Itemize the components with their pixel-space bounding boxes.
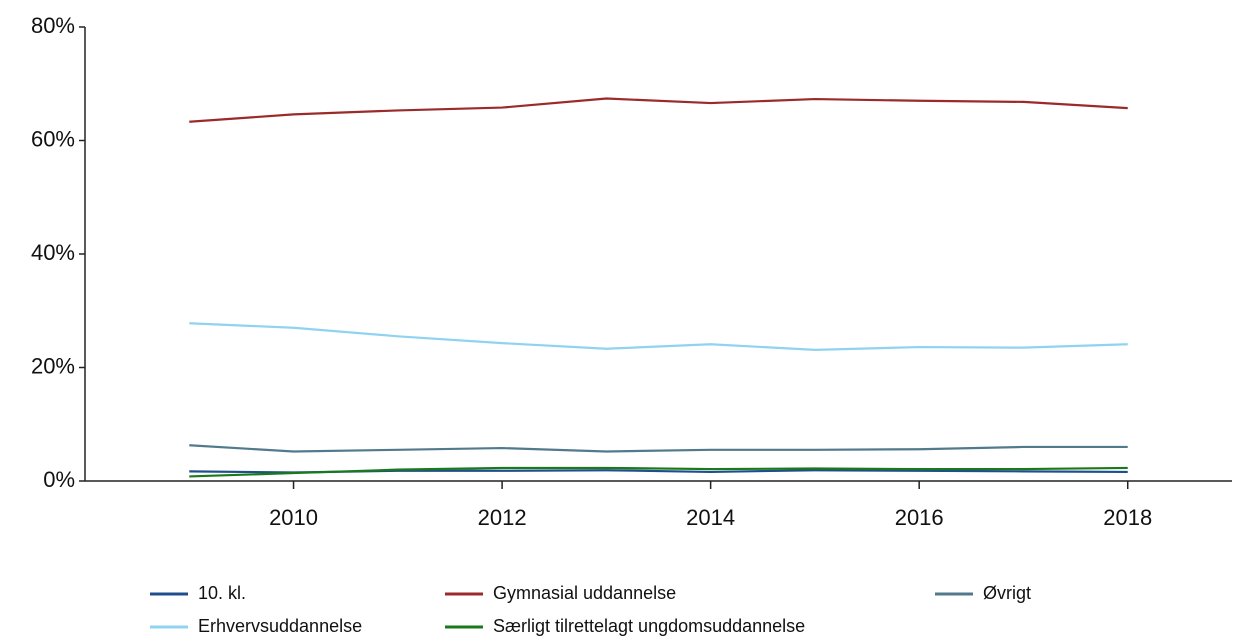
series-line [189,466,1128,478]
y-tick-label: 20% [31,353,75,378]
x-tick-label: 2012 [478,505,527,530]
x-tick-label: 2018 [1103,505,1152,530]
y-tick-label: 80% [31,13,75,38]
legend-label: Erhvervsuddannelse [198,616,362,636]
legend-label: 10. kl. [198,583,246,603]
y-tick-label: 60% [31,126,75,151]
series-line [189,444,1128,453]
legend-label: Særligt tilrettelagt ungdomsuddannelse [493,616,805,636]
series-line [189,97,1128,123]
x-tick-label: 2014 [686,505,735,530]
y-tick-label: 0% [43,467,75,492]
x-tick-label: 2016 [895,505,944,530]
series-line [189,322,1128,352]
y-tick-label: 40% [31,240,75,265]
legend-label: Gymnasial uddannelse [493,583,676,603]
legend-label: Øvrigt [983,583,1031,603]
x-tick-label: 2010 [269,505,318,530]
